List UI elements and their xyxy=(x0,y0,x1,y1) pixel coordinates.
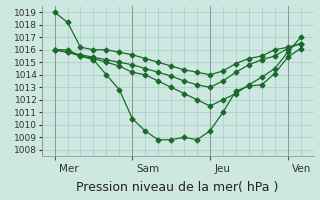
Text: Jeu: Jeu xyxy=(214,164,230,173)
Text: Sam: Sam xyxy=(137,164,160,173)
X-axis label: Pression niveau de la mer( hPa ): Pression niveau de la mer( hPa ) xyxy=(76,181,279,194)
Text: Mer: Mer xyxy=(59,164,78,173)
Text: Ven: Ven xyxy=(292,164,311,173)
